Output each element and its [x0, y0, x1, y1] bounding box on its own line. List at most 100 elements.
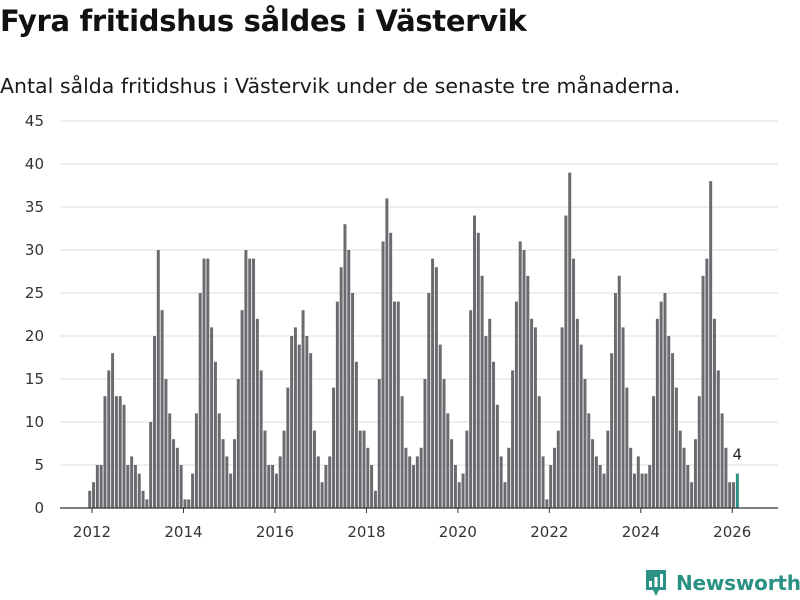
bar: [198, 293, 202, 508]
newsworthy-logo-icon: [646, 570, 666, 596]
bar: [111, 353, 115, 508]
bar: [648, 465, 652, 508]
bar: [480, 275, 484, 508]
bar: [408, 456, 412, 508]
bar: [244, 250, 248, 508]
bar: [572, 258, 576, 508]
bar: [175, 447, 179, 508]
bar: [720, 413, 724, 508]
bar: [194, 413, 198, 508]
bar: [309, 353, 313, 508]
bar: [545, 499, 549, 508]
bar: [511, 370, 515, 508]
bar: [564, 215, 568, 508]
y-tick-label-35: 35: [25, 198, 44, 216]
y-tick-label-25: 25: [25, 284, 44, 302]
bar: [461, 473, 465, 508]
bar: [156, 250, 160, 508]
bar: [663, 293, 667, 508]
bar: [332, 387, 336, 508]
bar: [621, 327, 625, 508]
bar: [160, 310, 164, 508]
bar: [488, 318, 492, 508]
bar: [305, 336, 309, 508]
bar-latest: [735, 473, 739, 508]
bar: [114, 396, 118, 508]
x-axis-labels: 2012 2014 2016 2018 2020 2022 2024 2026: [73, 523, 751, 541]
bar: [335, 301, 339, 508]
bar: [728, 482, 732, 508]
brand-name: Newsworthy: [676, 571, 800, 595]
bar: [617, 275, 621, 508]
bar: [655, 318, 659, 508]
bar: [732, 482, 736, 508]
bar: [484, 336, 488, 508]
bar: [206, 258, 210, 508]
bar: [313, 430, 316, 508]
bar: [107, 370, 111, 508]
bar: [385, 198, 389, 508]
bar: [709, 181, 713, 508]
bar: [122, 404, 126, 508]
x-tick-label-2022: 2022: [530, 523, 568, 541]
y-tick-label-0: 0: [34, 499, 44, 517]
bar: [602, 473, 606, 508]
bar: [686, 465, 690, 508]
bar: [495, 404, 499, 508]
bar: [240, 310, 244, 508]
bar: [579, 344, 583, 508]
bar: [320, 482, 324, 508]
bar: [606, 430, 610, 508]
bar: [366, 447, 370, 508]
bar: [339, 267, 343, 508]
bar: [514, 301, 518, 508]
bar: [499, 456, 503, 508]
bar: [598, 465, 602, 508]
bar: [126, 465, 130, 508]
bar: [130, 456, 134, 508]
bar: [537, 396, 541, 508]
bar: [404, 447, 408, 508]
bar: [381, 241, 385, 508]
bar: [274, 473, 278, 508]
bar: [503, 482, 507, 508]
y-tick-label-40: 40: [25, 155, 44, 173]
bar: [290, 336, 294, 508]
bar: [541, 456, 545, 508]
bar: [442, 379, 446, 508]
bar: [396, 301, 400, 508]
bar: [389, 232, 393, 509]
bar: [354, 361, 358, 508]
y-tick-label-45: 45: [25, 112, 44, 130]
grid-lines: [60, 120, 778, 466]
bar: [633, 473, 636, 508]
bar: [690, 482, 694, 508]
bar: [473, 215, 476, 508]
bar: [659, 301, 663, 508]
bar: [674, 387, 678, 508]
bar: [610, 353, 614, 508]
bar: [236, 379, 240, 508]
bar: [103, 396, 107, 508]
bar: [457, 482, 461, 508]
bar: [587, 413, 591, 508]
bar: [446, 413, 450, 508]
bar: [377, 379, 381, 508]
bar: [697, 396, 701, 508]
bar: [210, 327, 214, 508]
bar: [438, 344, 442, 508]
bar: [476, 232, 480, 509]
bar: [301, 310, 305, 508]
bar: [522, 250, 526, 508]
bar: [259, 370, 263, 508]
bar: [118, 396, 122, 508]
bar: [629, 447, 633, 508]
bar: [453, 465, 457, 508]
bar: [99, 465, 103, 508]
bar: [92, 482, 96, 508]
bar: [328, 456, 332, 508]
x-tick-label-2014: 2014: [164, 523, 202, 541]
bar: [225, 456, 229, 508]
bar: [701, 275, 705, 508]
bar: [507, 447, 511, 508]
